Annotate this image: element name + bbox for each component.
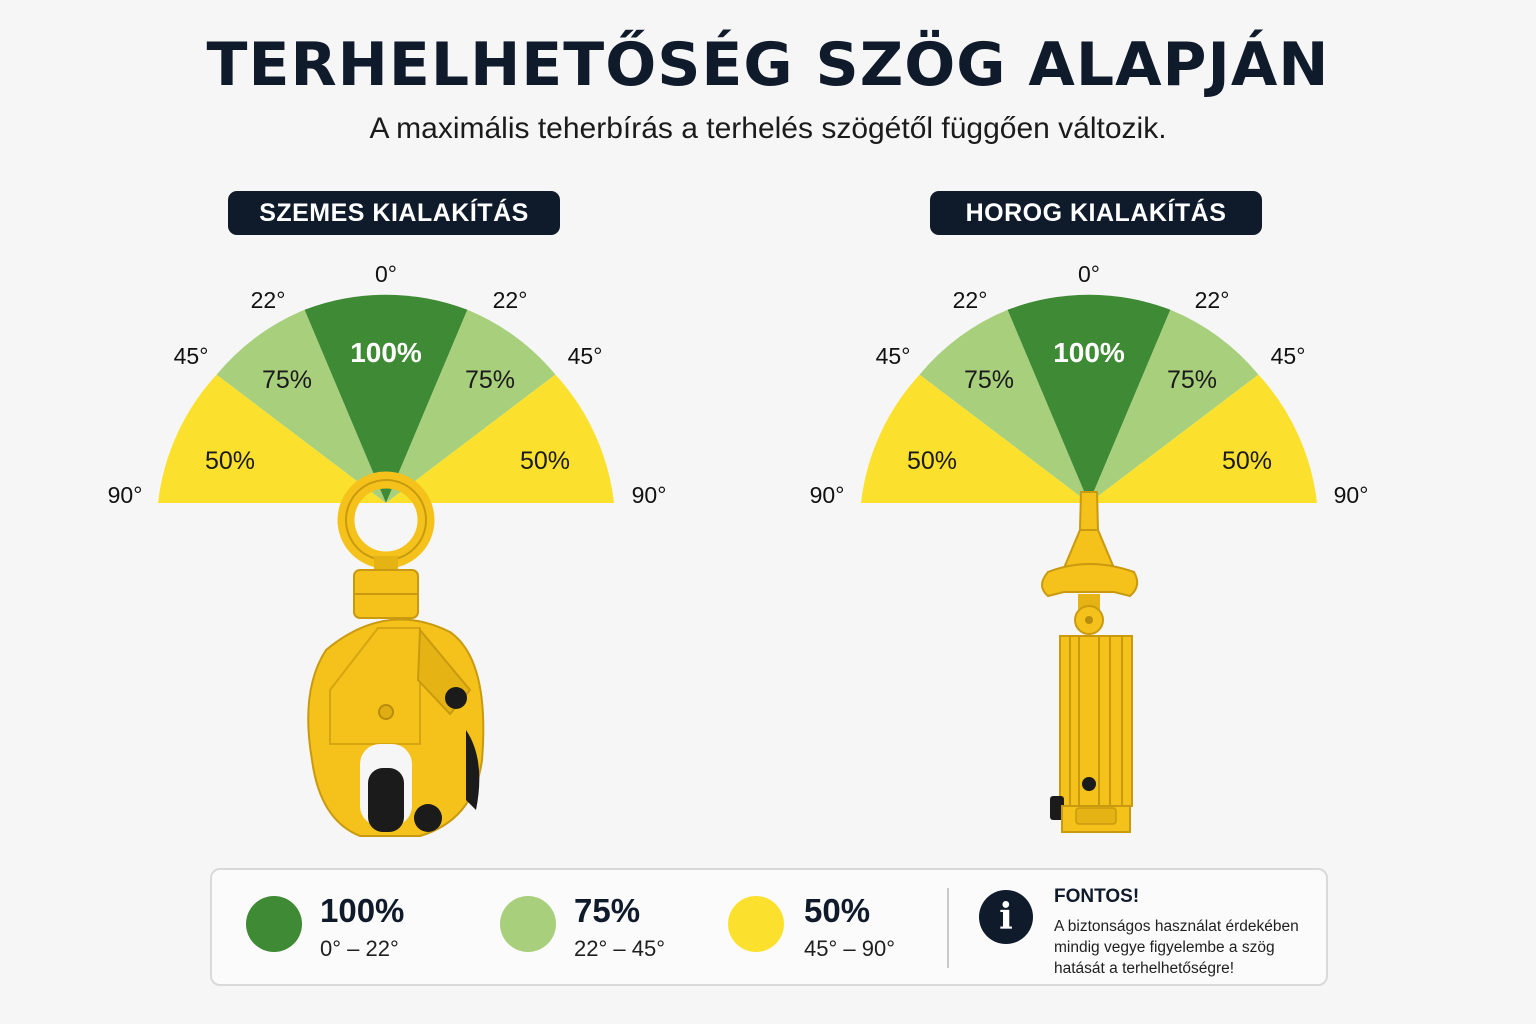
angle-label-left-22: 22°	[251, 287, 286, 313]
page-subtitle: A maximális teherbírás a terhelés szögét…	[369, 112, 1167, 145]
zone-right-outer	[386, 374, 614, 503]
angle-label-0: 0°	[375, 261, 397, 287]
page-title: TERHELHETŐSÉG SZÖG ALAPJÁN	[206, 30, 1330, 100]
legend-panel: 100% 0° – 22° 75% 22° – 45° 50% 45° – 90…	[210, 868, 1328, 986]
zone-label-right-mid: 75%	[1167, 366, 1217, 394]
zone-right-mid	[1089, 309, 1259, 503]
zone-label-center: 100%	[1053, 337, 1125, 368]
angle-label-right-90: 90°	[1334, 482, 1369, 508]
angle-label-left-45: 45°	[174, 343, 209, 369]
gauge-eye: 0° 22° 22° 45° 45° 90° 90° 100% 75% 75% …	[108, 261, 667, 837]
zone-center	[1007, 294, 1171, 503]
zone-label-left-outer: 50%	[205, 447, 255, 475]
zone-label-right-outer: 50%	[1222, 447, 1272, 475]
legend-range-50: 45° – 90°	[804, 936, 895, 961]
angle-label-left-22: 22°	[953, 287, 988, 313]
panel-label-eye: SZEMES KIALAKÍTÁS	[228, 191, 560, 235]
zone-label-center: 100%	[350, 337, 422, 368]
angle-label-right-45: 45°	[568, 343, 603, 369]
zone-left-mid	[919, 309, 1089, 503]
note-title: FONTOS!	[1054, 886, 1140, 907]
zone-label-left-mid: 75%	[262, 366, 312, 394]
angle-label-right-22: 22°	[493, 287, 528, 313]
panel-label-hook: HOROG KIALAKÍTÁS	[930, 191, 1262, 235]
zone-left-mid	[216, 309, 386, 503]
gauge-hook: 0° 22° 22° 45° 45° 90° 90° 100% 75% 75% …	[810, 261, 1369, 833]
zone-right-outer	[1089, 374, 1317, 503]
legend-divider	[947, 888, 949, 968]
legend-dot-75	[500, 896, 556, 952]
legend-dot-50	[728, 896, 784, 952]
eye-clamp-icon	[307, 471, 485, 837]
zone-right-mid	[386, 309, 556, 503]
angle-label-left-90: 90°	[108, 482, 143, 508]
zone-label-right-mid: 75%	[465, 366, 515, 394]
note-text: A biztonságos használat érdekében mindig…	[1054, 918, 1299, 977]
angle-label-right-45: 45°	[1271, 343, 1306, 369]
legend-pct-50: 50%	[804, 892, 871, 929]
info-icon: i	[979, 890, 1033, 944]
hook-clamp-icon	[1041, 491, 1139, 833]
zone-label-left-outer: 50%	[907, 447, 957, 475]
angle-label-right-90: 90°	[632, 482, 667, 508]
zone-left-outer	[158, 374, 386, 503]
angle-label-right-22: 22°	[1195, 287, 1230, 313]
legend-dot-100	[246, 896, 302, 952]
angle-label-0: 0°	[1078, 261, 1100, 287]
legend-pct-100: 100%	[320, 892, 405, 929]
zone-label-left-mid: 75%	[964, 366, 1014, 394]
angle-label-left-90: 90°	[810, 482, 845, 508]
zone-label-right-outer: 50%	[520, 447, 570, 475]
legend-range-100: 0° – 22°	[320, 936, 399, 961]
zone-center	[304, 294, 468, 503]
legend-range-75: 22° – 45°	[574, 936, 665, 961]
angle-label-left-45: 45°	[876, 343, 911, 369]
legend-pct-75: 75%	[574, 892, 641, 929]
zone-left-outer	[861, 374, 1089, 503]
